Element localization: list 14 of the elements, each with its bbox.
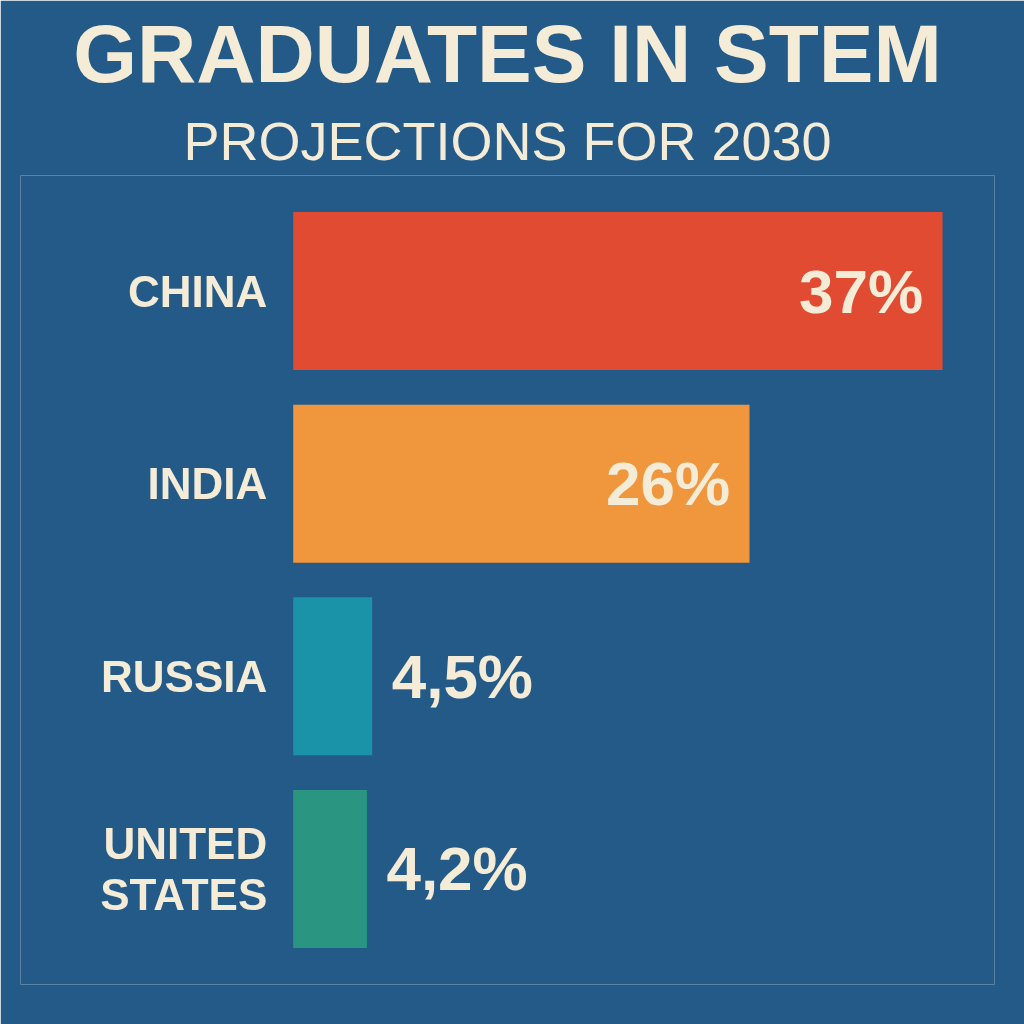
data-label: 4,5%	[391, 641, 533, 711]
y-tick-label: CHINA	[127, 266, 268, 316]
y-tick-label: RUSSIA	[101, 651, 268, 701]
chart-subtitle: PROJECTIONS FOR 2030	[183, 110, 832, 171]
data-label: 4,2%	[386, 834, 528, 904]
y-tick-label: UNITED STATES	[100, 818, 268, 920]
bar	[293, 789, 367, 948]
bar	[293, 597, 373, 756]
bar	[293, 404, 750, 563]
y-tick-label: INDIA	[147, 459, 268, 509]
data-label: 37%	[798, 256, 924, 326]
data-label: 26%	[605, 449, 731, 519]
chart-title: GRADUATES IN STEM	[73, 7, 942, 99]
bar	[293, 212, 943, 371]
